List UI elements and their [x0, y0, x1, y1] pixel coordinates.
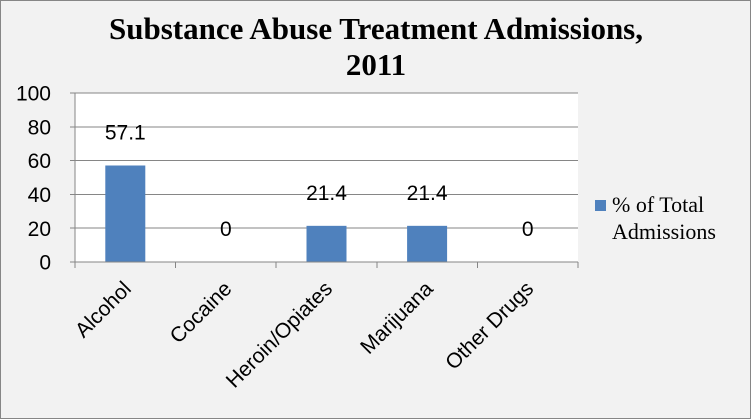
x-axis [74, 261, 579, 268]
y-tick-label: 0 [39, 252, 51, 275]
chart-title-line: 2011 [346, 47, 406, 82]
legend-label: % of Total Admissions [612, 192, 716, 244]
chart-title: Substance Abuse Treatment Admissions, 201… [109, 11, 643, 82]
data-label: 0 [220, 218, 232, 241]
y-axis: 0 20 40 60 80 100 [16, 83, 76, 275]
chart-title-line: Substance Abuse Treatment Admissions, [109, 11, 643, 46]
legend-swatch [595, 200, 606, 211]
data-label: 21.4 [306, 182, 347, 205]
legend-label-line: Admissions [612, 219, 716, 244]
legend-label-line: % of Total [612, 192, 704, 217]
y-tick-label: 80 [28, 116, 51, 139]
legend: % of Total Admissions [595, 192, 716, 244]
data-label: 57.1 [105, 122, 146, 145]
bar [407, 225, 448, 262]
data-label: 0 [522, 218, 534, 241]
y-tick-label: 60 [28, 150, 51, 173]
data-label: 21.4 [407, 182, 448, 205]
bars [105, 165, 448, 262]
y-tick-label: 100 [16, 83, 51, 106]
y-tick-label: 20 [28, 218, 51, 241]
data-labels: 57.1 0 21.4 21.4 0 [105, 122, 534, 241]
bar [306, 225, 347, 262]
bar [105, 165, 146, 262]
y-tick-label: 40 [28, 184, 51, 207]
